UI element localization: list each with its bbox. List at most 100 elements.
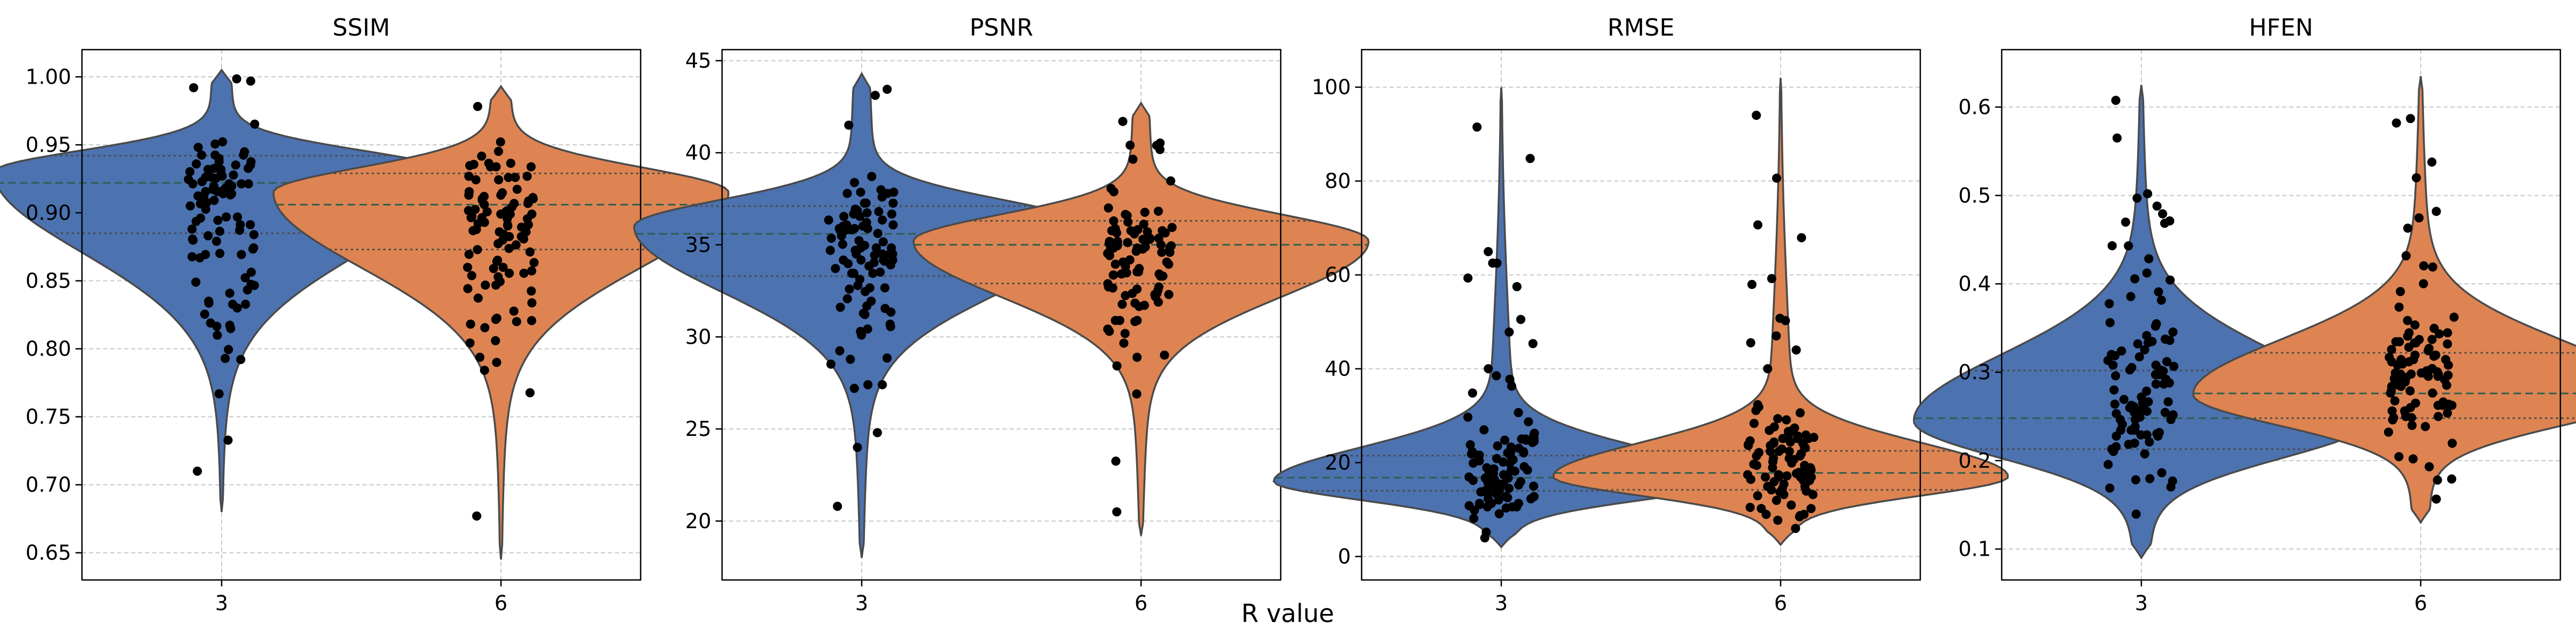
data-point [1785,437,1795,447]
data-point [2105,299,2114,309]
data-point [2151,379,2161,389]
data-point [1472,122,1482,132]
data-point [1526,154,1535,163]
data-point [853,442,862,452]
data-point [2162,357,2172,366]
data-point [850,204,860,214]
data-point [888,220,898,230]
data-point [2111,95,2121,105]
data-point [2154,287,2163,297]
data-point [877,192,887,202]
data-point [1743,441,1753,450]
y-tick-label: 0.75 [25,405,71,429]
data-point [209,163,219,173]
data-point [858,309,868,318]
data-point [467,211,477,221]
data-point [1773,414,1783,424]
data-point [1797,233,1806,243]
data-point [1112,228,1122,238]
data-point [880,283,890,293]
data-point [1799,465,1809,475]
data-point [232,74,242,84]
data-point [2142,268,2152,278]
data-point [194,142,203,152]
data-point [239,147,249,156]
data-point [2135,412,2145,422]
data-point [1529,431,1538,440]
data-point [1802,486,1811,496]
data-point [2419,279,2428,289]
data-point [232,212,242,222]
data-point [1769,477,1779,487]
data-point [1801,443,1810,453]
data-point [1489,464,1499,474]
data-point [496,209,506,219]
data-point [885,319,895,329]
data-point [1479,425,1489,435]
data-point [851,249,861,259]
data-point [856,330,866,340]
data-point [2166,415,2176,425]
data-point [863,380,873,390]
data-point [870,91,880,100]
data-point [475,352,485,362]
data-point [839,255,848,265]
data-point [2160,218,2169,228]
data-point [1153,207,1163,216]
data-point [1514,498,1523,508]
data-point [1787,500,1796,510]
data-point [472,245,482,255]
data-point [1806,472,1816,482]
data-point [1140,208,1150,217]
data-point [473,293,483,303]
data-point [2160,408,2170,418]
data-point [2406,114,2415,124]
y-tick-label: 0.65 [25,541,71,565]
data-point [1523,417,1533,427]
data-point [1769,454,1778,463]
data-point [2433,372,2443,381]
data-point [1138,235,1148,244]
data-point [498,263,508,272]
data-point [200,309,210,319]
data-point [229,170,238,180]
data-point [1165,243,1174,253]
data-point [203,231,213,241]
data-point [1156,240,1166,250]
data-point [1483,364,1493,374]
data-point [878,237,888,247]
data-point [2442,380,2451,390]
data-point [222,212,231,222]
data-point [854,236,864,245]
data-point [842,294,852,304]
x-tick-label: 3 [215,591,228,615]
data-point [850,177,860,187]
data-point [1476,487,1486,497]
data-point [846,354,855,364]
data-point [1492,258,1502,268]
data-point [504,243,514,253]
data-point [477,151,486,161]
y-tick-label: 45 [685,49,711,72]
data-point [1784,447,1794,456]
data-point [2424,462,2434,472]
y-tick-label: 0.85 [25,269,71,292]
data-point [1494,509,1504,518]
data-point [244,179,253,189]
data-point [2427,334,2437,344]
data-point [2103,460,2113,469]
data-point [2119,394,2129,404]
data-point [469,160,479,169]
data-point [1784,430,1794,440]
data-point [215,227,224,236]
data-point [2433,475,2442,485]
data-point [2156,295,2166,305]
data-point [877,380,887,390]
y-tick-label: 25 [685,417,711,441]
x-tick-label: 6 [1135,591,1148,615]
data-point [2428,388,2437,398]
data-point [2400,377,2410,387]
y-tick-label: 0.70 [25,473,71,497]
data-point [1782,471,1792,481]
